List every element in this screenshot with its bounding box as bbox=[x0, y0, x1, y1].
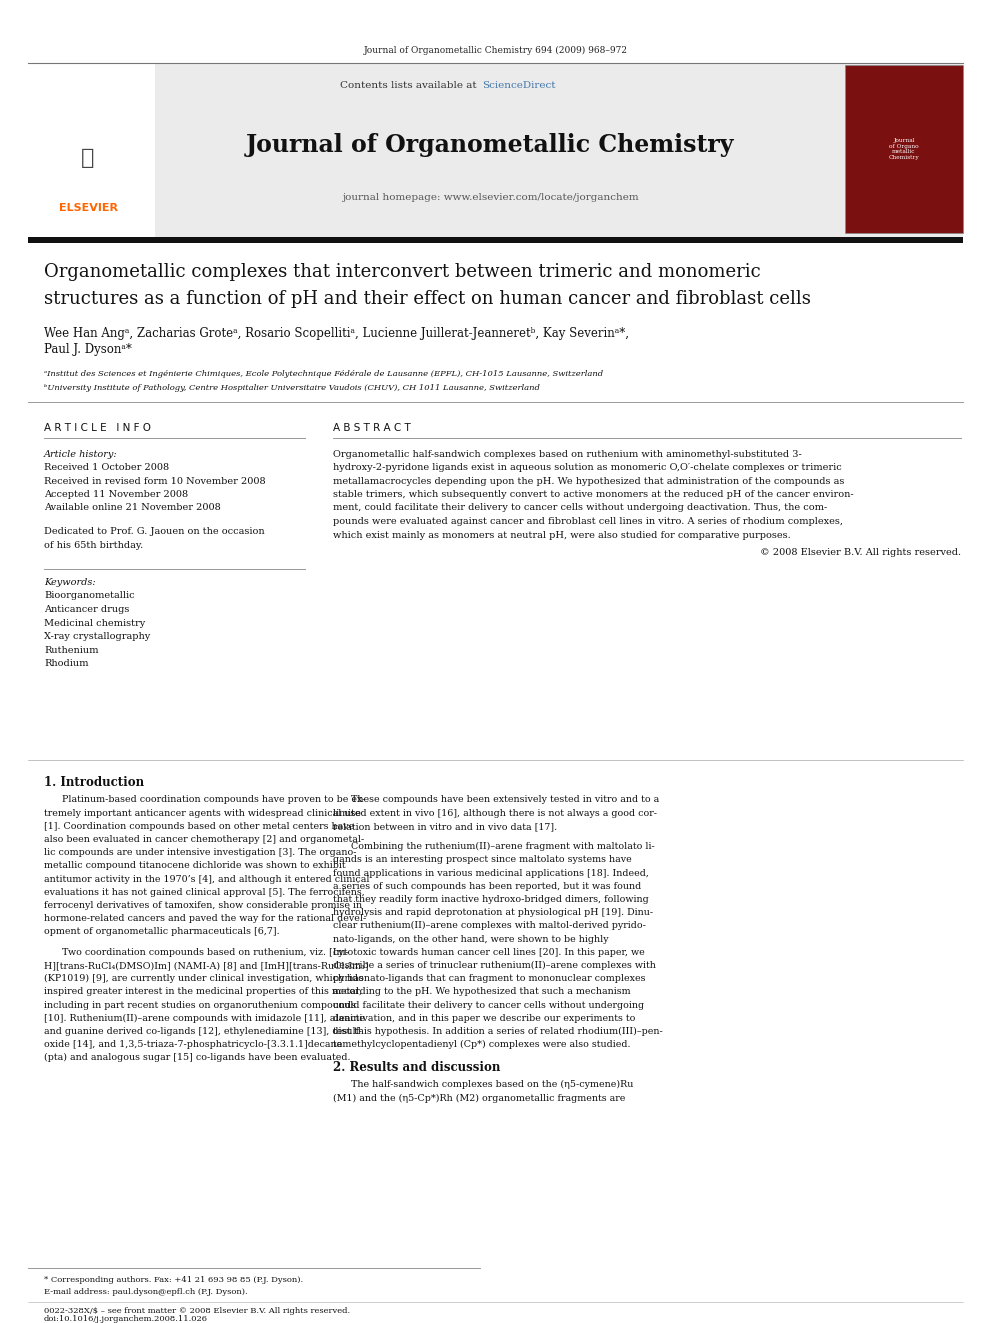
Text: lic compounds are under intensive investigation [3]. The organo-: lic compounds are under intensive invest… bbox=[44, 848, 356, 857]
Bar bbox=[845, 65, 963, 233]
Text: A R T I C L E   I N F O: A R T I C L E I N F O bbox=[44, 423, 151, 433]
Text: © 2008 Elsevier B.V. All rights reserved.: © 2008 Elsevier B.V. All rights reserved… bbox=[760, 548, 961, 557]
Text: doi:10.1016/j.jorganchem.2008.11.026: doi:10.1016/j.jorganchem.2008.11.026 bbox=[44, 1315, 208, 1323]
Text: metallamacrocycles depending upon the pH. We hypothesized that administration of: metallamacrocycles depending upon the pH… bbox=[333, 476, 844, 486]
Text: E-mail address: paul.dyson@epfl.ch (P.J. Dyson).: E-mail address: paul.dyson@epfl.ch (P.J.… bbox=[44, 1289, 248, 1297]
Text: Bioorganometallic: Bioorganometallic bbox=[44, 591, 135, 601]
Text: describe a series of trinuclear ruthenium(II)–arene complexes with: describe a series of trinuclear rutheniu… bbox=[333, 960, 656, 970]
Text: Journal
of Organo
metallic
Chemistry: Journal of Organo metallic Chemistry bbox=[889, 138, 920, 160]
Text: Contents lists available at: Contents lists available at bbox=[340, 82, 480, 90]
Text: Keywords:: Keywords: bbox=[44, 578, 95, 587]
Text: test this hypothesis. In addition a series of related rhodium(III)–pen-: test this hypothesis. In addition a seri… bbox=[333, 1027, 663, 1036]
Text: also been evaluated in cancer chemotherapy [2] and organometal-: also been evaluated in cancer chemothera… bbox=[44, 835, 364, 844]
Text: hydroxy-2-pyridone ligands exist in aqueous solution as monomeric O,O′-chelate c: hydroxy-2-pyridone ligands exist in aque… bbox=[333, 463, 842, 472]
Text: stable trimers, which subsequently convert to active monomers at the reduced pH : stable trimers, which subsequently conve… bbox=[333, 490, 854, 499]
Text: clear ruthenium(II)–arene complexes with maltol-derived pyrido-: clear ruthenium(II)–arene complexes with… bbox=[333, 921, 646, 930]
Text: evaluations it has not gained clinical approval [5]. The ferrocifens,: evaluations it has not gained clinical a… bbox=[44, 888, 365, 897]
Text: A B S T R A C T: A B S T R A C T bbox=[333, 423, 411, 433]
Text: ᵃInstitut des Sciences et Ingénierie Chimiques, Ecole Polytechnique Fédérale de : ᵃInstitut des Sciences et Ingénierie Chi… bbox=[44, 370, 603, 378]
Text: a series of such compounds has been reported, but it was found: a series of such compounds has been repo… bbox=[333, 881, 641, 890]
Text: 0022-328X/$ – see front matter © 2008 Elsevier B.V. All rights reserved.: 0022-328X/$ – see front matter © 2008 El… bbox=[44, 1307, 350, 1315]
Text: inspired greater interest in the medicinal properties of this metal,: inspired greater interest in the medicin… bbox=[44, 987, 362, 996]
Text: tamethylcyclopentadienyl (Cp*) complexes were also studied.: tamethylcyclopentadienyl (Cp*) complexes… bbox=[333, 1040, 631, 1049]
Text: [1]. Coordination compounds based on other metal centers have: [1]. Coordination compounds based on oth… bbox=[44, 822, 354, 831]
Text: metallic compound titanocene dichloride was shown to exhibit: metallic compound titanocene dichloride … bbox=[44, 861, 345, 871]
Text: ment, could facilitate their delivery to cancer cells without undergoing deactiv: ment, could facilitate their delivery to… bbox=[333, 504, 827, 512]
Text: (M1) and the (η5-Cp*)Rh (M2) organometallic fragments are: (M1) and the (η5-Cp*)Rh (M2) organometal… bbox=[333, 1093, 625, 1102]
Text: [10]. Ruthenium(II)–arene compounds with imidazole [11], alanine: [10]. Ruthenium(II)–arene compounds with… bbox=[44, 1013, 365, 1023]
Text: Article history:: Article history: bbox=[44, 450, 118, 459]
Text: 1. Introduction: 1. Introduction bbox=[44, 775, 144, 789]
Text: and guanine derived co-ligands [12], ethylenediamine [13], disulf-: and guanine derived co-ligands [12], eth… bbox=[44, 1027, 362, 1036]
Text: (KP1019) [9], are currently under clinical investigation, which has: (KP1019) [9], are currently under clinic… bbox=[44, 974, 364, 983]
Text: nato-ligands, on the other hand, were shown to be highly: nato-ligands, on the other hand, were sh… bbox=[333, 934, 609, 943]
Text: Accepted 11 November 2008: Accepted 11 November 2008 bbox=[44, 490, 188, 499]
Text: journal homepage: www.elsevier.com/locate/jorganchem: journal homepage: www.elsevier.com/locat… bbox=[341, 193, 638, 202]
Text: Paul J. Dysonᵃ*: Paul J. Dysonᵃ* bbox=[44, 344, 132, 356]
Text: Organometallic complexes that interconvert between trimeric and monomeric: Organometallic complexes that interconve… bbox=[44, 263, 761, 280]
Text: found applications in various medicinal applications [18]. Indeed,: found applications in various medicinal … bbox=[333, 868, 649, 877]
Text: Dedicated to Prof. G. Jaouen on the occasion: Dedicated to Prof. G. Jaouen on the occa… bbox=[44, 527, 265, 536]
Text: pounds were evaluated against cancer and fibroblast cell lines in vitro. A serie: pounds were evaluated against cancer and… bbox=[333, 517, 843, 527]
Text: Medicinal chemistry: Medicinal chemistry bbox=[44, 618, 145, 627]
Text: which exist mainly as monomers at neutral pH, were also studied for comparative : which exist mainly as monomers at neutra… bbox=[333, 531, 791, 540]
Text: could facilitate their delivery to cancer cells without undergoing: could facilitate their delivery to cance… bbox=[333, 1000, 644, 1009]
Text: 2. Results and discussion: 2. Results and discussion bbox=[333, 1061, 500, 1074]
Text: Journal of Organometallic Chemistry: Journal of Organometallic Chemistry bbox=[246, 134, 734, 157]
Text: The half-sandwich complexes based on the (η5-cymene)Ru: The half-sandwich complexes based on the… bbox=[351, 1081, 633, 1089]
Text: cytotoxic towards human cancer cell lines [20]. In this paper, we: cytotoxic towards human cancer cell line… bbox=[333, 947, 645, 957]
Text: tremely important anticancer agents with widespread clinical use: tremely important anticancer agents with… bbox=[44, 808, 361, 818]
Text: Journal of Organometallic Chemistry 694 (2009) 968–972: Journal of Organometallic Chemistry 694 … bbox=[364, 45, 628, 54]
Text: H][trans-RuCl₄(DMSO)Im] (NAMI-A) [8] and [ImH][trans-RuCl₄Im₃]: H][trans-RuCl₄(DMSO)Im] (NAMI-A) [8] and… bbox=[44, 960, 369, 970]
Text: oxide [14], and 1,3,5-triaza-7-phosphatricyclo-[3.3.1.1]decane: oxide [14], and 1,3,5-triaza-7-phosphatr… bbox=[44, 1040, 342, 1049]
Text: hormone-related cancers and paved the way for the rational devel-: hormone-related cancers and paved the wa… bbox=[44, 914, 366, 923]
Text: opment of organometallic pharmaceuticals [6,7].: opment of organometallic pharmaceuticals… bbox=[44, 927, 280, 937]
Text: hydrolysis and rapid deprotonation at physiological pH [19]. Dinu-: hydrolysis and rapid deprotonation at ph… bbox=[333, 908, 653, 917]
Text: Rhodium: Rhodium bbox=[44, 659, 88, 668]
Text: pyridonato-ligands that can fragment to mononuclear complexes: pyridonato-ligands that can fragment to … bbox=[333, 974, 646, 983]
Text: Available online 21 November 2008: Available online 21 November 2008 bbox=[44, 504, 221, 512]
Text: Ruthenium: Ruthenium bbox=[44, 646, 98, 655]
Text: These compounds have been extensively tested in vitro and to a: These compounds have been extensively te… bbox=[351, 795, 660, 804]
Text: ferrocenyl derivatives of tamoxifen, show considerable promise in: ferrocenyl derivatives of tamoxifen, sho… bbox=[44, 901, 362, 910]
Text: Platinum-based coordination compounds have proven to be ex-: Platinum-based coordination compounds ha… bbox=[62, 795, 365, 804]
Text: Organometallic half-sandwich complexes based on ruthenium with aminomethyl-subst: Organometallic half-sandwich complexes b… bbox=[333, 450, 802, 459]
Bar bbox=[28, 237, 963, 243]
Text: relation between in vitro and in vivo data [17].: relation between in vitro and in vivo da… bbox=[333, 822, 558, 831]
Text: antitumor activity in the 1970’s [4], and although it entered clinical: antitumor activity in the 1970’s [4], an… bbox=[44, 875, 369, 884]
Text: according to the pH. We hypothesized that such a mechanism: according to the pH. We hypothesized tha… bbox=[333, 987, 631, 996]
Text: Two coordination compounds based on ruthenium, viz. [Im-: Two coordination compounds based on ruth… bbox=[62, 947, 349, 957]
Text: Received in revised form 10 November 2008: Received in revised form 10 November 200… bbox=[44, 476, 266, 486]
Text: (pta) and analogous sugar [15] co-ligands have been evaluated.: (pta) and analogous sugar [15] co-ligand… bbox=[44, 1053, 350, 1062]
Text: * Corresponding authors. Fax: +41 21 693 98 85 (P.J. Dyson).: * Corresponding authors. Fax: +41 21 693… bbox=[44, 1275, 304, 1285]
Text: 🌲: 🌲 bbox=[81, 148, 94, 168]
Bar bbox=[28, 64, 155, 237]
Text: gands is an interesting prospect since maltolato systems have: gands is an interesting prospect since m… bbox=[333, 855, 632, 864]
Text: of his 65th birthday.: of his 65th birthday. bbox=[44, 541, 143, 549]
Text: ScienceDirect: ScienceDirect bbox=[482, 82, 556, 90]
Text: Wee Han Angᵃ, Zacharias Groteᵃ, Rosario Scopellitiᵃ, Lucienne Juillerat-Jeannere: Wee Han Angᵃ, Zacharias Groteᵃ, Rosario … bbox=[44, 327, 629, 340]
Text: Anticancer drugs: Anticancer drugs bbox=[44, 605, 129, 614]
Text: Combining the ruthenium(II)–arene fragment with maltolato li-: Combining the ruthenium(II)–arene fragme… bbox=[351, 841, 655, 851]
Text: ᵇUniversity Institute of Pathology, Centre Hospitalier Universitaire Vaudois (CH: ᵇUniversity Institute of Pathology, Cent… bbox=[44, 384, 540, 392]
Text: structures as a function of pH and their effect on human cancer and fibroblast c: structures as a function of pH and their… bbox=[44, 290, 810, 308]
Text: deactivation, and in this paper we describe our experiments to: deactivation, and in this paper we descr… bbox=[333, 1013, 635, 1023]
Text: including in part recent studies on organoruthenium compounds: including in part recent studies on orga… bbox=[44, 1000, 356, 1009]
Text: that they readily form inactive hydroxo-bridged dimers, following: that they readily form inactive hydroxo-… bbox=[333, 894, 649, 904]
Text: limited extent in vivo [16], although there is not always a good cor-: limited extent in vivo [16], although th… bbox=[333, 808, 657, 818]
Text: Received 1 October 2008: Received 1 October 2008 bbox=[44, 463, 169, 472]
Text: X-ray crystallography: X-ray crystallography bbox=[44, 632, 150, 642]
Text: ELSEVIER: ELSEVIER bbox=[59, 202, 117, 213]
Bar bbox=[28, 64, 963, 237]
